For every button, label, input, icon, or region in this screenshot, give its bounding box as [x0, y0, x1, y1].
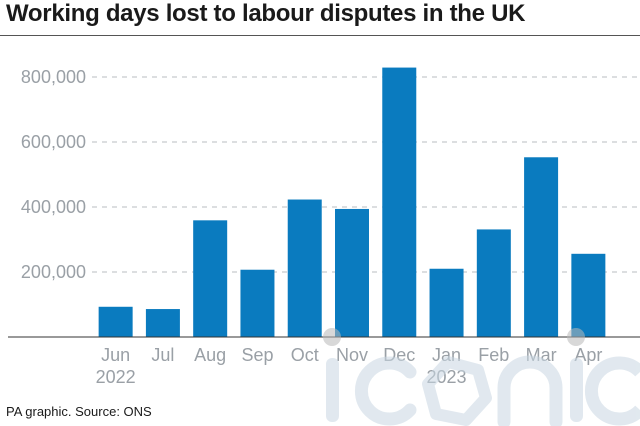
y-tick-label: 800,000 — [21, 67, 86, 87]
y-tick-label: 400,000 — [21, 197, 86, 217]
y-axis-ticks: 200,000 400,000 600,000 800,000 — [21, 67, 86, 282]
bar-feb — [476, 229, 511, 337]
bar-apr — [571, 253, 606, 337]
bar-oct — [287, 199, 322, 337]
iconic-watermark — [323, 328, 640, 426]
x-tick-label: Aug — [194, 345, 226, 365]
x-tick-label: Sep — [241, 345, 273, 365]
bar-sep — [240, 269, 275, 337]
bar-jul — [145, 309, 180, 337]
watermark-stroke — [326, 358, 339, 422]
watermark-dot — [323, 328, 341, 346]
y-tick-label: 200,000 — [21, 262, 86, 282]
watermark-stroke — [570, 358, 583, 422]
bar-mar — [524, 157, 559, 337]
watermark-stroke — [355, 356, 417, 426]
watermark-dot — [567, 328, 585, 346]
source-note: PA graphic. Source: ONS — [6, 404, 152, 419]
bar-aug — [193, 220, 228, 337]
bar-dec — [382, 67, 417, 337]
bar-nov — [335, 208, 369, 337]
x-tick-label: Feb — [478, 345, 509, 365]
watermark-stroke — [497, 355, 563, 426]
y-tick-label: 600,000 — [21, 132, 86, 152]
bar-jun — [98, 306, 133, 337]
x-tick-label: Nov — [336, 345, 368, 365]
bars — [98, 67, 606, 337]
year-label: 2022 — [96, 367, 136, 387]
watermark-stroke — [585, 356, 640, 426]
x-tick-label: Jun — [101, 345, 130, 365]
title-divider — [0, 35, 640, 36]
x-tick-label: Oct — [291, 345, 319, 365]
x-tick-label: Jul — [151, 345, 174, 365]
bar-jan — [429, 268, 464, 337]
chart-title: Working days lost to labour disputes in … — [6, 0, 526, 27]
watermark-stroke — [422, 356, 492, 426]
